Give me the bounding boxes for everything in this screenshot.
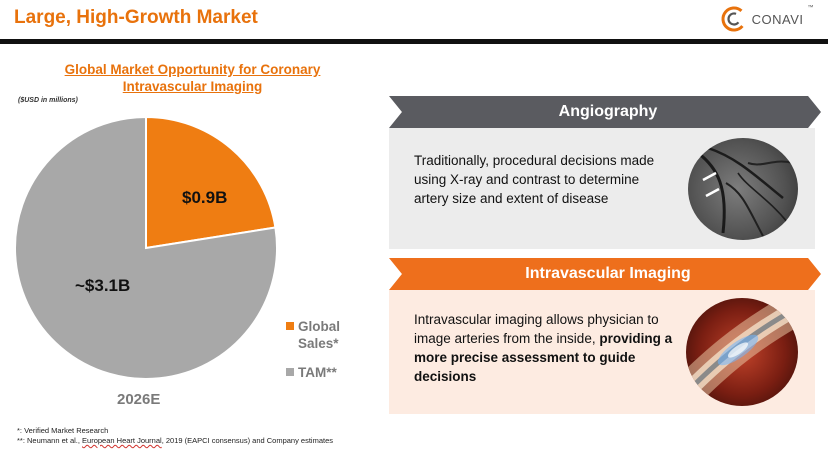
slide-title: Large, High-Growth Market [14, 7, 258, 28]
legend-swatch-gray [286, 368, 294, 376]
chart-title: Global Market Opportunity for Coronary I… [64, 62, 321, 94]
angiography-text: Traditionally, procedural decisions made… [414, 153, 655, 206]
legend-item-global-sales: Global Sales* [286, 318, 358, 352]
pie-slice-tam [14, 115, 278, 380]
intravascular-text-plain: Intravascular imaging allows physician t… [414, 312, 659, 346]
slice-label-global-sales: $0.9B [182, 188, 228, 207]
logo-trademark: ™ [807, 5, 814, 11]
angiogram-image [688, 138, 798, 240]
chart-legend: Global Sales* TAM** [286, 318, 358, 393]
chart-unit-label: ($USD in millions) [18, 97, 78, 104]
slice-label-tam: ~$3.1B [75, 276, 131, 295]
chart-category-label: 2026E [117, 391, 161, 408]
legend-label-global-sales: Global Sales* [298, 319, 341, 351]
footnote-2: **: Neumann et al., European Heart Journ… [17, 436, 333, 446]
angiogram-vessels-icon [697, 146, 794, 237]
conavi-logo-icon [721, 6, 747, 32]
legend-label-tam: TAM** [298, 365, 337, 380]
intravascular-panel: Intravascular imaging allows physician t… [389, 290, 815, 414]
legend-item-tam: TAM** [286, 364, 358, 381]
footnote-1: *: Verified Market Research [17, 426, 109, 435]
angiography-title: Angiography [558, 103, 658, 120]
intravascular-text-bold: providing a more precise assessment to g… [414, 331, 673, 384]
intravascular-text: Intravascular imaging allows physician t… [414, 310, 674, 386]
footnote-2-prefix: **: Neumann et al., [17, 436, 83, 445]
legend-swatch-orange [286, 322, 294, 330]
footnote-2-journal: European Heart Journal [82, 436, 162, 445]
artery-catheter-icon [686, 298, 798, 406]
intravascular-image [686, 298, 798, 406]
intravascular-banner: Intravascular Imaging [389, 258, 821, 290]
pie-slice-global-sales [145, 115, 277, 250]
header-rule [0, 39, 828, 44]
angiography-banner: Angiography [389, 96, 821, 128]
intravascular-title: Intravascular Imaging [525, 265, 691, 282]
conavi-logo: CONAVI ™ [720, 5, 814, 33]
footnote-2-suffix: , 2019 (EAPCI consensus) and Company est… [161, 436, 334, 445]
logo-text: CONAVI [751, 11, 804, 27]
angiography-panel: Traditionally, procedural decisions made… [389, 128, 815, 249]
footnotes: *: Verified Market Research **: Neumann … [17, 426, 333, 446]
